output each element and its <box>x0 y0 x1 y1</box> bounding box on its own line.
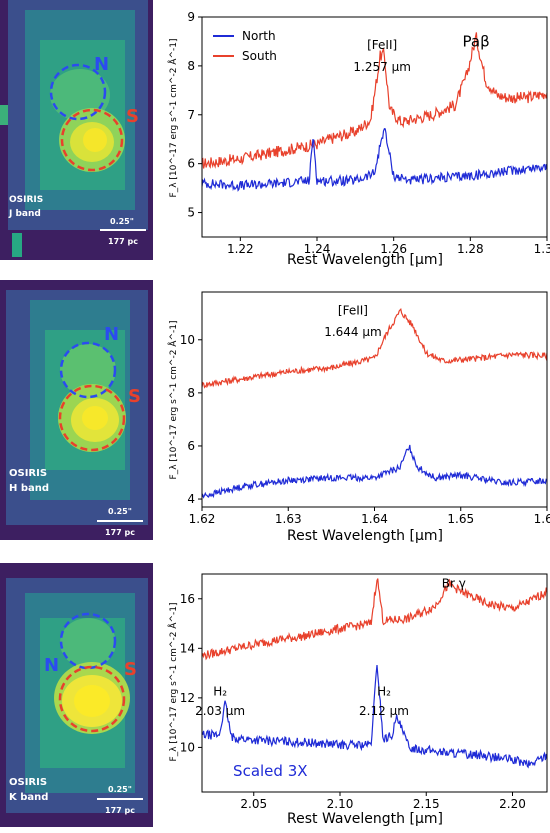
plot-area: 1.62 1.63 1.64 1.65 1.66 4 6 8 10 [FeII] 1.644 μm <box>180 291 550 526</box>
h-band-map: N S OSIRIS H band 0.25" 177 pc <box>0 280 153 540</box>
x-tick-label: 1.63 <box>275 512 302 526</box>
y-axis-label: F_λ [10^-17 erg s^-1 cm^-2 Å^-1] <box>167 321 179 480</box>
scale-arcsec-label: 0.25" <box>108 785 132 794</box>
k-band-spectrum-chart: 2.05 2.10 2.15 2.20 10 12 14 16 Br γ H₂ 2.03 μm H₂ 2… <box>167 573 548 827</box>
k-band-map: N S OSIRIS K band 0.25" 177 pc <box>0 563 153 827</box>
scale-pc-label: 177 pc <box>105 806 135 815</box>
series-line-north <box>202 444 547 499</box>
scale-pc-label: 177 pc <box>105 528 135 537</box>
y-tick-label: 16 <box>180 592 195 606</box>
plot-area: 2.05 2.10 2.15 2.20 10 12 14 16 Br γ H₂ 2.03 μm H₂ 2… <box>180 573 548 811</box>
y-tick-label: 9 <box>187 10 195 24</box>
y-axis-label: F_λ [10^-17 erg s^-1 cm^-2 Å^-1] <box>167 603 179 762</box>
x-tick-label: 1.64 <box>361 512 388 526</box>
annotation: Br γ <box>442 577 466 591</box>
scale-arcsec-label: 0.25" <box>108 507 132 516</box>
chart-k-band: 2.05 2.10 2.15 2.20 10 12 14 16 Br γ H₂ 2.03 μm H₂ 2… <box>160 562 550 829</box>
legend: North South <box>213 29 277 63</box>
instrument-label: OSIRIS <box>9 468 47 479</box>
north-label: N <box>94 54 109 75</box>
x-axis-label: Rest Wavelength [μm] <box>287 811 443 827</box>
annotation: Paβ <box>463 32 490 50</box>
plot-frame <box>201 573 548 793</box>
x-tick-label: 1.65 <box>447 512 474 526</box>
osiris-j-band-image: N S OSIRIS J band 0.25" 177 pc <box>0 0 153 260</box>
x-tick-label: 2.20 <box>499 797 526 811</box>
annotation: [FeII] <box>338 304 368 318</box>
y-tick-label: 14 <box>180 641 195 655</box>
x-tick-label: 2.10 <box>327 797 354 811</box>
south-label: S <box>126 106 139 127</box>
x-axis-label: Rest Wavelength [μm] <box>287 528 443 544</box>
x-tick-label: 1.66 <box>534 512 550 526</box>
north-label: N <box>104 324 119 345</box>
h-band-spectrum-chart: 1.621.631.641.651.6646810[FeII]1.644 μm … <box>167 291 550 544</box>
scale-bar <box>97 798 143 800</box>
y-tick-label: 6 <box>187 439 195 453</box>
x-tick-label: 2.05 <box>240 797 267 811</box>
instrument-label: OSIRIS <box>9 777 47 788</box>
x-tick-label: 1.62 <box>189 512 216 526</box>
series-line-south <box>202 307 547 389</box>
osiris-h-band-image: N S OSIRIS H band 0.25" 177 pc <box>0 280 153 540</box>
series-line-south <box>202 32 547 169</box>
band-label: J band <box>8 209 41 219</box>
y-tick-label: 4 <box>187 492 195 506</box>
y-tick-label: 10 <box>180 333 195 347</box>
osiris-k-band-image: N S OSIRIS K band 0.25" 177 pc <box>0 563 153 827</box>
annotation: H₂ <box>213 684 227 698</box>
band-label: H band <box>9 483 49 494</box>
y-tick-label: 8 <box>187 386 195 400</box>
chart-h-band: 1.621.631.641.651.6646810[FeII]1.644 μm … <box>160 280 550 550</box>
y-tick-label: 12 <box>180 691 195 705</box>
y-tick-label: 8 <box>187 59 195 73</box>
south-label: S <box>128 386 141 407</box>
legend-north-label: North <box>242 29 276 43</box>
series-line-north <box>202 665 547 769</box>
plot-area: 1.22 1.24 1.26 1.28 1.30 5 6 7 8 9 [FeII] 1.257 μm P… <box>187 10 550 256</box>
plot-frame <box>201 16 548 238</box>
series-line-north <box>202 127 547 192</box>
y-axis-label: F_λ [10^-17 erg s^-1 cm^-2 Å^-1] <box>167 39 179 198</box>
chart-j-band: 1.22 1.24 1.26 1.28 1.30 5 6 7 8 9 [FeII] 1.257 μm P… <box>160 0 550 270</box>
north-label: N <box>44 655 59 676</box>
scale-bar <box>97 520 143 522</box>
x-tick-label: 1.30 <box>534 242 550 256</box>
scale-bar <box>100 229 146 231</box>
annotation: 2.12 μm <box>359 704 409 718</box>
series-line-south <box>202 578 547 661</box>
x-tick-label: 1.26 <box>380 242 407 256</box>
legend-south-label: South <box>242 49 277 63</box>
x-tick-label: 1.22 <box>227 242 254 256</box>
band-label: K band <box>9 792 48 803</box>
y-tick-label: 10 <box>180 740 195 754</box>
x-tick-label: 2.15 <box>413 797 440 811</box>
south-label: S <box>124 659 137 680</box>
j-band-spectrum-chart: 1.22 1.24 1.26 1.28 1.30 5 6 7 8 9 [FeII] 1.257 μm P… <box>167 10 550 268</box>
j-band-map: N S OSIRIS J band 0.25" 177 pc <box>0 0 153 260</box>
y-tick-label: 7 <box>187 108 195 122</box>
annotation: H₂ <box>377 684 391 698</box>
y-tick-label: 5 <box>187 206 195 220</box>
x-tick-label: 1.28 <box>457 242 484 256</box>
annotation: 1.257 μm <box>353 60 411 74</box>
annotation: Scaled 3X <box>233 762 307 780</box>
annotation: 1.644 μm <box>324 325 382 339</box>
annotation: [FeII] <box>367 38 397 52</box>
x-axis-label: Rest Wavelength [μm] <box>287 252 443 268</box>
y-tick-label: 6 <box>187 157 195 171</box>
instrument-label: OSIRIS <box>9 195 43 205</box>
scale-arcsec-label: 0.25" <box>110 217 134 226</box>
scale-pc-label: 177 pc <box>108 237 138 246</box>
annotation: 2.03 μm <box>195 704 245 718</box>
x-tick-label: 1.24 <box>304 242 331 256</box>
